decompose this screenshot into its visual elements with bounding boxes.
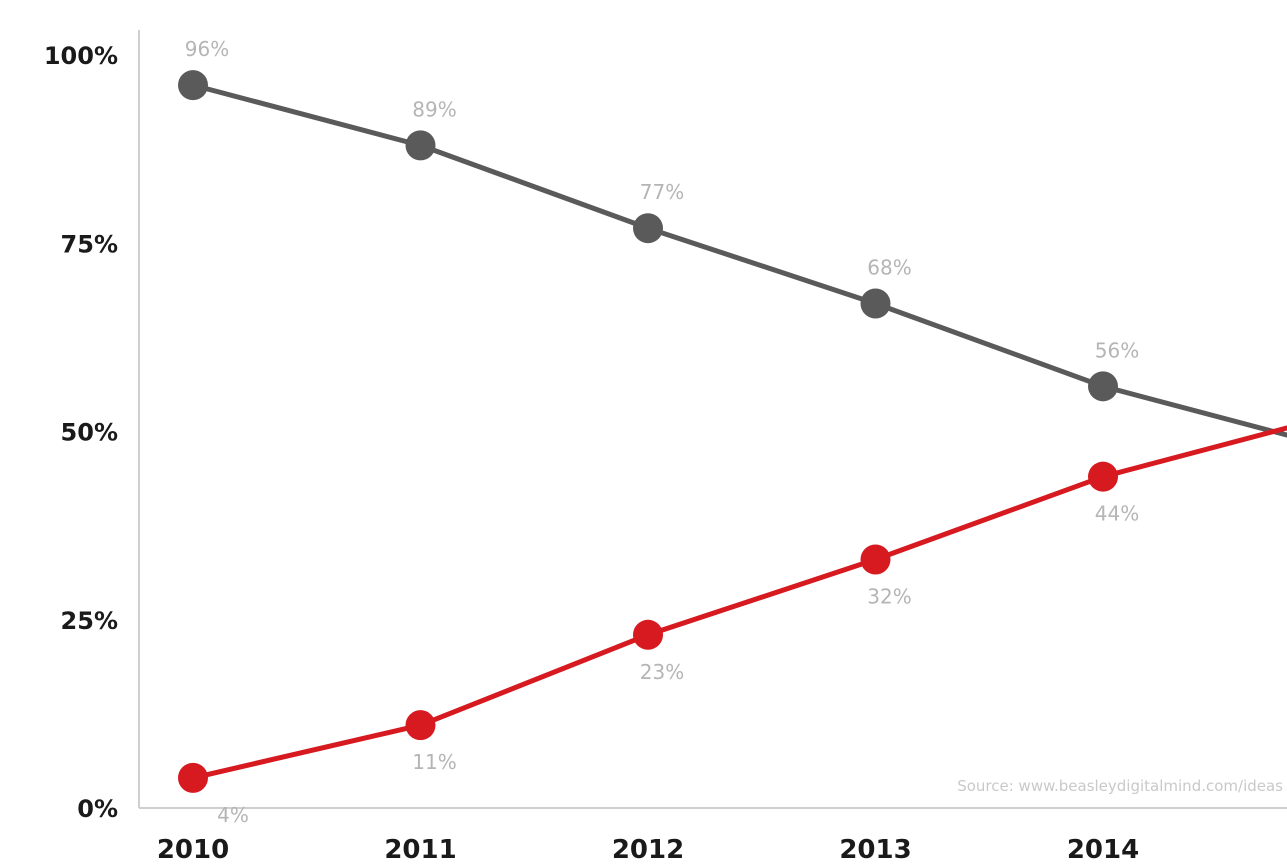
- data-label: 89%: [412, 97, 456, 121]
- data-point: [633, 619, 663, 650]
- data-point: [1088, 461, 1118, 492]
- series-layer: [178, 70, 1287, 793]
- data-label: 44%: [1095, 502, 1139, 526]
- data-label: 32%: [867, 585, 911, 609]
- x-tick-label: 2014: [1067, 835, 1139, 865]
- source-note: Source: www.beasleydigitalmind.com/ideas: [957, 777, 1283, 795]
- series-line-0: [190, 82, 1287, 438]
- y-tick-label: 25%: [61, 607, 118, 635]
- data-point: [1088, 371, 1118, 402]
- y-tick-label: 0%: [77, 795, 118, 823]
- axes: 0% 25% 50% 75% 100% 2010 2011 2012 2013 2014: [44, 30, 1287, 865]
- data-label: 11%: [412, 750, 456, 774]
- data-label: 4%: [217, 803, 249, 827]
- data-point: [860, 544, 891, 575]
- data-label: 23%: [640, 660, 684, 684]
- data-label: 96%: [185, 37, 229, 61]
- data-point: [405, 130, 436, 161]
- x-tick-label: 2013: [839, 835, 911, 865]
- data-point: [178, 762, 208, 793]
- data-labels: 96% 89% 77% 68% 56% 4% 11% 23% 32% 44%: [185, 37, 1139, 827]
- data-point: [860, 288, 891, 319]
- data-point: [633, 213, 663, 244]
- data-label: 56%: [1095, 338, 1139, 362]
- data-label: 68%: [867, 255, 911, 279]
- y-tick-label: 50%: [61, 419, 118, 447]
- data-label: 77%: [640, 180, 684, 204]
- data-point: [405, 710, 436, 741]
- x-tick-label: 2011: [384, 835, 456, 865]
- y-tick-label: 100%: [44, 42, 118, 70]
- y-tick-label: 75%: [61, 230, 118, 258]
- x-tick-label: 2010: [157, 835, 229, 865]
- series-line-1: [190, 425, 1287, 781]
- x-tick-label: 2012: [612, 835, 684, 865]
- data-point: [178, 70, 208, 101]
